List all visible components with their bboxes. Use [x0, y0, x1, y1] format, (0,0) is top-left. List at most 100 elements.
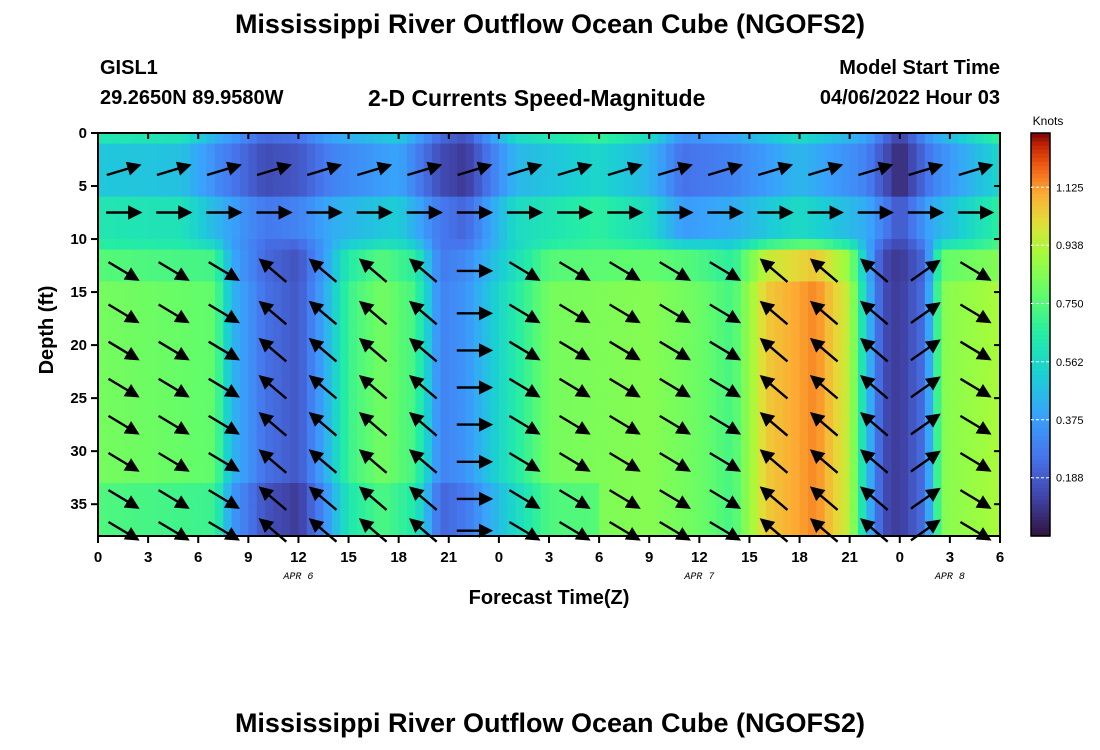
heatmap-cell [799, 408, 809, 420]
heatmap-cell [582, 154, 592, 166]
heatmap-cell [390, 270, 400, 283]
heatmap-cell [482, 398, 492, 410]
heatmap-cell [899, 270, 909, 283]
heatmap-cell [515, 387, 525, 399]
heatmap-cell [791, 196, 801, 208]
heatmap-cell [891, 239, 901, 251]
heatmap-cell [958, 461, 968, 473]
y-tick-label: 10 [70, 231, 87, 248]
heatmap-cell [749, 408, 759, 420]
heatmap-cell [223, 281, 233, 293]
heatmap-cell [231, 408, 241, 420]
heatmap-cell [749, 217, 759, 230]
heatmap-cell [549, 461, 558, 473]
heatmap-cell [732, 419, 742, 431]
heatmap-cell [974, 376, 984, 389]
heatmap-cell [549, 387, 558, 399]
heatmap-cell [657, 419, 667, 431]
heatmap-cell [699, 217, 709, 230]
heatmap-cell [331, 451, 341, 463]
heatmap-cell [248, 323, 258, 336]
heatmap-cell [507, 504, 517, 516]
heatmap-cell [532, 323, 542, 336]
heatmap-cell [131, 217, 141, 230]
heatmap-cell [908, 217, 918, 230]
heatmap-cell [565, 228, 575, 240]
heatmap-cell [991, 164, 1001, 177]
heatmap-cell [373, 345, 383, 357]
heatmap-cell [407, 196, 416, 208]
heatmap-cell [256, 270, 266, 283]
heatmap-cell [665, 504, 675, 516]
heatmap-cell [373, 292, 383, 304]
heatmap-cell [615, 196, 625, 208]
heatmap-cell [624, 281, 634, 293]
current-arrow [308, 337, 338, 363]
heatmap-cell [883, 154, 893, 166]
heatmap-cell [515, 186, 525, 198]
heatmap-cell [356, 525, 366, 537]
heatmap-cell [106, 154, 116, 166]
heatmap-cell [390, 387, 400, 399]
heatmap-cell [574, 217, 584, 230]
heatmap-cell [841, 440, 851, 452]
heatmap-cell [248, 270, 258, 283]
heatmap-cell [106, 175, 116, 187]
heatmap-cell [732, 239, 742, 251]
heatmap-cell [699, 440, 709, 452]
heatmap-cell [173, 228, 183, 240]
heatmap-cell [323, 313, 333, 325]
heatmap-cell [482, 228, 492, 240]
heatmap-cell [315, 249, 325, 261]
heatmap-cell [498, 239, 508, 251]
heatmap-cell [465, 451, 475, 463]
colorbar-segment [1031, 229, 1050, 235]
heatmap-cell [490, 143, 500, 155]
heatmap-cell [148, 239, 158, 251]
heatmap-cell [607, 217, 617, 230]
heatmap-cell [298, 429, 308, 442]
heatmap-cell [381, 451, 391, 463]
heatmap-cell [749, 292, 759, 304]
heatmap-cell [490, 249, 500, 261]
heatmap-cell [373, 408, 383, 420]
heatmap-cell [348, 440, 358, 452]
heatmap-cell [933, 419, 943, 431]
heatmap-cell [674, 143, 684, 155]
heatmap-cell [273, 387, 283, 399]
heatmap-cell [123, 334, 133, 346]
heatmap-cell [348, 292, 358, 304]
heatmap-cell [298, 482, 308, 495]
heatmap-cell [607, 366, 617, 378]
current-arrow [659, 489, 691, 509]
current-arrow [107, 414, 140, 435]
heatmap-cell [331, 217, 341, 230]
heatmap-cell [498, 313, 508, 325]
heatmap-cell [983, 143, 993, 155]
heatmap-cell [582, 302, 592, 314]
heatmap-cell [799, 323, 809, 336]
heatmap-cell [766, 461, 776, 473]
current-arrow [759, 486, 789, 511]
heatmap-cell [682, 355, 692, 367]
heatmap-cell [273, 133, 283, 145]
heatmap-cell [899, 217, 909, 230]
heatmap-cell [306, 239, 316, 251]
heatmap-cell [849, 133, 859, 145]
heatmap-cell [991, 323, 1001, 336]
heatmap-cell [407, 228, 416, 240]
heatmap-cell [515, 260, 525, 272]
heatmap-cell [908, 345, 918, 357]
heatmap-cell [381, 345, 391, 357]
heatmap-cell [290, 514, 300, 526]
heatmap-cell [916, 472, 926, 484]
heatmap-cell [615, 493, 625, 505]
heatmap-cell [114, 504, 124, 516]
heatmap-cell [941, 525, 951, 537]
heatmap-cell [966, 175, 976, 187]
heatmap-cell [657, 323, 667, 336]
heatmap-cell [674, 334, 684, 346]
heatmap-cell [440, 249, 450, 261]
heatmap-cell [974, 398, 984, 410]
heatmap-cell [966, 355, 976, 367]
